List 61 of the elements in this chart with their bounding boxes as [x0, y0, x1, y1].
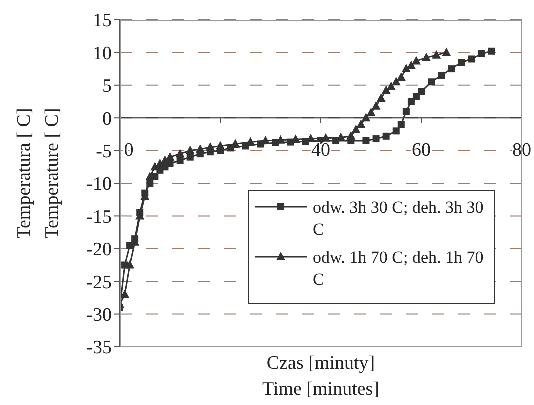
x-axis-title: Czas [minuty] Time [minutes]	[262, 353, 380, 400]
y-tick-label: 5	[102, 76, 112, 98]
point	[186, 154, 194, 161]
point	[398, 121, 405, 128]
point	[386, 82, 396, 90]
point	[206, 142, 215, 152]
point	[146, 180, 154, 187]
point	[382, 132, 390, 140]
y-tick-label: -30	[86, 305, 112, 326]
point	[458, 59, 466, 66]
point	[356, 120, 366, 128]
point	[392, 128, 400, 135]
legend-label: odw. 1h 70 C; deh. 1h 70 C	[313, 247, 485, 291]
point	[352, 124, 361, 134]
point	[166, 152, 175, 161]
y-tick-label: -20	[86, 240, 112, 261]
y-tick-label: -35	[86, 338, 112, 359]
point	[418, 88, 425, 96]
y-tick-label: -25	[86, 272, 112, 294]
point	[186, 146, 195, 154]
point	[438, 72, 446, 80]
point	[376, 93, 386, 102]
y-axis-title: Temperatura [ C] Temperature [ C]	[14, 108, 63, 239]
point	[468, 56, 476, 63]
point	[408, 98, 415, 106]
point	[488, 48, 496, 55]
point	[442, 48, 452, 56]
point	[422, 52, 432, 62]
point	[402, 64, 411, 73]
x-tick-label: 80	[512, 140, 532, 162]
point	[412, 56, 421, 65]
point	[216, 141, 225, 150]
point	[448, 66, 456, 73]
point	[402, 108, 410, 116]
point	[176, 157, 184, 164]
point	[392, 77, 401, 86]
point	[372, 136, 380, 143]
y-tick-label: 15	[93, 10, 112, 32]
y-tick-label: -15	[86, 206, 112, 228]
y-tick-label: -5	[96, 142, 112, 163]
point	[120, 290, 130, 298]
point	[362, 137, 370, 144]
point	[372, 101, 381, 110]
y-tick-label: 0	[102, 108, 112, 130]
y-tick-label: 10	[93, 43, 112, 64]
point	[428, 78, 436, 86]
point	[366, 108, 376, 116]
point	[382, 86, 391, 94]
x-tick-label: 40	[312, 140, 330, 162]
point	[396, 72, 406, 82]
legend-label: odw. 3h 30 C; deh. 3h 30 C	[313, 197, 485, 241]
y-tick-label: -10	[86, 174, 112, 196]
point	[346, 131, 356, 140]
point	[196, 144, 205, 153]
point	[432, 50, 442, 59]
point	[362, 113, 371, 122]
point	[146, 172, 155, 180]
point	[126, 260, 135, 269]
point	[176, 149, 185, 158]
x-tick-label: 60	[412, 140, 431, 162]
point	[478, 50, 486, 58]
